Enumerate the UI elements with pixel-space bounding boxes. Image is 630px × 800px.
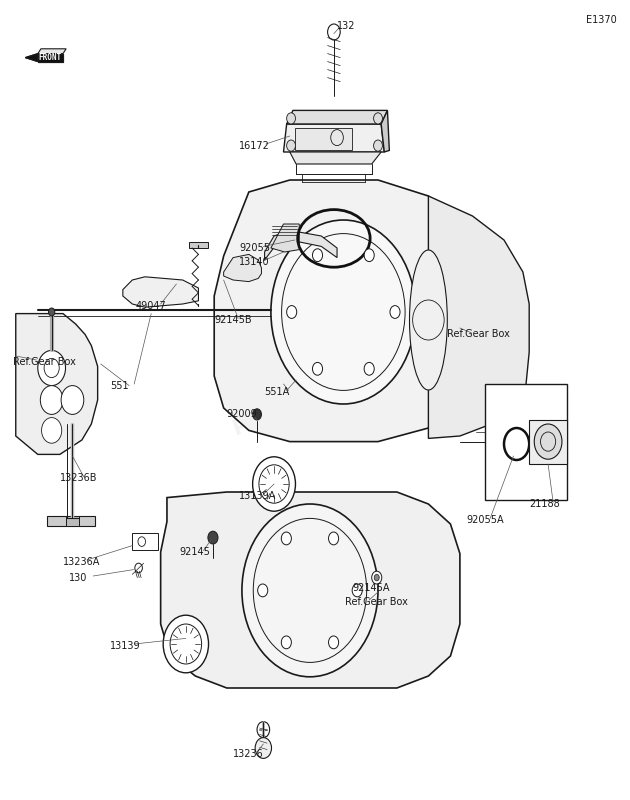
Circle shape [281,636,291,649]
Text: 49047: 49047 [135,301,166,310]
Circle shape [374,574,379,581]
Text: 130: 130 [69,573,88,582]
Circle shape [242,504,378,677]
Circle shape [287,113,295,124]
Text: 92055: 92055 [239,243,270,253]
Circle shape [287,140,295,151]
Text: Ref.Gear Box: Ref.Gear Box [345,597,408,606]
Circle shape [534,424,562,459]
Circle shape [38,350,66,386]
Polygon shape [529,420,567,464]
Circle shape [287,306,297,318]
Circle shape [364,249,374,262]
Circle shape [40,386,63,414]
Text: 16172: 16172 [239,141,270,150]
Circle shape [255,738,272,758]
Polygon shape [284,124,384,152]
Circle shape [257,722,270,738]
Circle shape [42,418,62,443]
Polygon shape [123,277,198,307]
Polygon shape [271,224,299,252]
Circle shape [281,532,292,545]
Polygon shape [287,110,387,124]
Bar [66,516,79,526]
Polygon shape [214,180,482,442]
Text: FRONT: FRONT [39,53,62,62]
Circle shape [329,532,339,545]
Polygon shape [25,54,38,62]
Polygon shape [381,110,389,152]
Bar [295,128,352,150]
Polygon shape [16,314,98,454]
Polygon shape [25,54,38,62]
Circle shape [49,308,55,316]
Circle shape [138,537,146,546]
Text: 13236B: 13236B [60,474,98,483]
Circle shape [208,531,218,544]
Text: 92055A: 92055A [466,515,504,525]
Circle shape [372,571,382,584]
Text: 92145B: 92145B [214,315,252,325]
Circle shape [328,24,340,40]
Polygon shape [161,492,460,688]
Ellipse shape [410,250,447,390]
Circle shape [364,362,374,375]
Bar [189,242,208,248]
Text: 92145A: 92145A [353,583,391,593]
Text: 551: 551 [110,381,129,390]
Polygon shape [38,54,63,62]
Circle shape [253,409,261,420]
Polygon shape [38,54,63,62]
Text: 13236: 13236 [233,749,264,758]
Polygon shape [224,254,261,282]
Circle shape [329,636,339,649]
Text: PartsRepublic: PartsRepublic [230,361,400,439]
Circle shape [352,584,362,597]
Circle shape [390,306,400,318]
Circle shape [163,615,209,673]
Circle shape [374,113,382,124]
Circle shape [312,362,323,375]
Circle shape [374,140,382,151]
Text: Ref.Gear Box: Ref.Gear Box [13,357,76,366]
Text: 92145: 92145 [180,547,210,557]
Circle shape [271,220,416,404]
Text: 13140: 13140 [239,258,270,267]
Circle shape [312,249,323,262]
Bar [132,533,158,550]
Polygon shape [428,196,529,438]
Text: 13236A: 13236A [63,557,100,566]
Text: E1370: E1370 [586,15,617,25]
Text: 21188: 21188 [529,499,560,509]
Text: 92009: 92009 [227,410,258,419]
Text: 132: 132 [337,21,355,30]
Text: Ref.Gear Box: Ref.Gear Box [447,330,510,339]
Bar [485,384,567,500]
Text: 13139A: 13139A [239,491,277,501]
Circle shape [253,457,295,511]
Polygon shape [265,230,337,260]
Circle shape [61,386,84,414]
Text: 13139: 13139 [110,641,141,650]
Polygon shape [47,516,94,526]
Text: 551A: 551A [265,387,290,397]
Polygon shape [38,49,66,54]
Polygon shape [290,152,381,164]
Circle shape [258,584,268,597]
